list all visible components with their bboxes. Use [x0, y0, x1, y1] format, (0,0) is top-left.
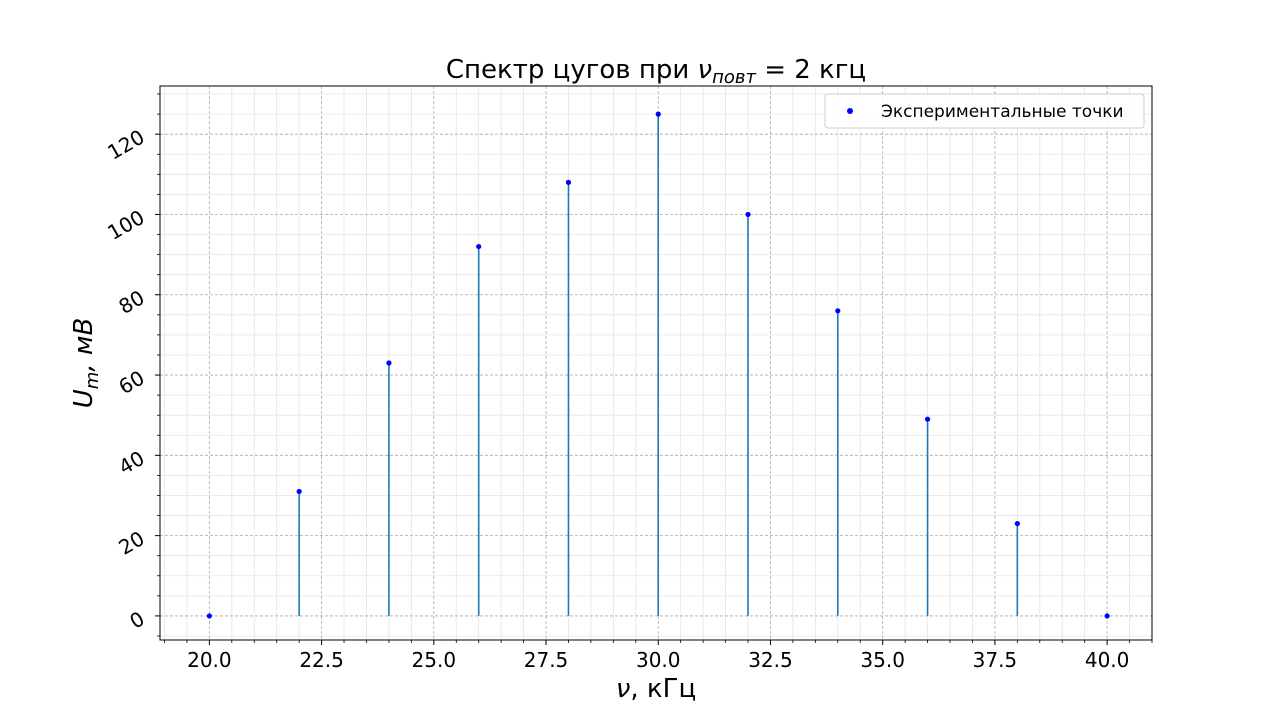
y-axis-label-var: U: [69, 389, 99, 408]
y-tick-label: 40: [114, 446, 148, 480]
y-tick-label: 100: [103, 205, 148, 245]
stems: [298, 114, 1019, 616]
legend-box: [824, 93, 1145, 129]
x-axis-label: ν, кГц: [616, 674, 696, 704]
y-axis-label-sub: m: [82, 372, 103, 390]
y-axis-label-tail: , мВ: [69, 318, 99, 372]
data-point: [1014, 520, 1020, 527]
data-point: [206, 613, 212, 619]
x-tick-label: 20.0: [187, 648, 232, 672]
legend-label: Экспериментальные точки: [881, 102, 1124, 122]
x-tick-label: 40.0: [1085, 648, 1130, 672]
y-axis-label: Um, мВ: [69, 318, 103, 409]
data-point: [835, 308, 841, 314]
y-tick-label: 20: [114, 526, 148, 560]
legend-marker: [847, 108, 853, 114]
x-tick-label: 22.5: [299, 648, 344, 672]
y-axis-ticks: 0 20 40 60 80 100 120: [103, 93, 160, 637]
legend: Экспериментальные точки: [824, 93, 1145, 129]
x-axis-label-tail: , кГц: [630, 674, 696, 704]
grid: [160, 86, 1153, 640]
chart-title-tail: = 2 кгц: [756, 55, 866, 85]
x-axis-label-var: ν: [616, 674, 631, 704]
plot-frame: [159, 85, 1153, 641]
y-tick-label: 60: [114, 366, 148, 400]
x-tick-label: 30.0: [636, 648, 681, 672]
x-tick-label: 27.5: [524, 648, 569, 672]
data-point: [1104, 613, 1110, 619]
y-tick-label: 120: [103, 125, 148, 165]
chart-title-sub: повт: [712, 67, 756, 88]
x-tick-label: 25.0: [412, 648, 457, 672]
chart-title-main: Спектр цугов при: [446, 55, 698, 85]
data-point: [655, 111, 661, 117]
data-point: [924, 416, 931, 422]
data-point: [296, 488, 302, 495]
x-tick-label: 35.0: [860, 648, 905, 672]
x-tick-label: 37.5: [973, 648, 1018, 672]
y-tick-label: 0: [125, 606, 148, 633]
x-axis-ticks: 20.0 22.5 25.0 27.5 30.0 32.5 35.0 37.5 40.0: [164, 640, 1153, 672]
data-point: [386, 360, 392, 366]
x-tick-label: 32.5: [748, 648, 793, 672]
chart-title-var: ν: [698, 55, 713, 85]
data-point: [476, 243, 482, 250]
chart-title: Спектр цугов при νповт = 2 кгц: [446, 55, 866, 88]
data-point: [565, 179, 572, 185]
data-point: [745, 211, 751, 218]
data-points: [206, 111, 1110, 619]
y-tick-label: 80: [114, 285, 148, 319]
